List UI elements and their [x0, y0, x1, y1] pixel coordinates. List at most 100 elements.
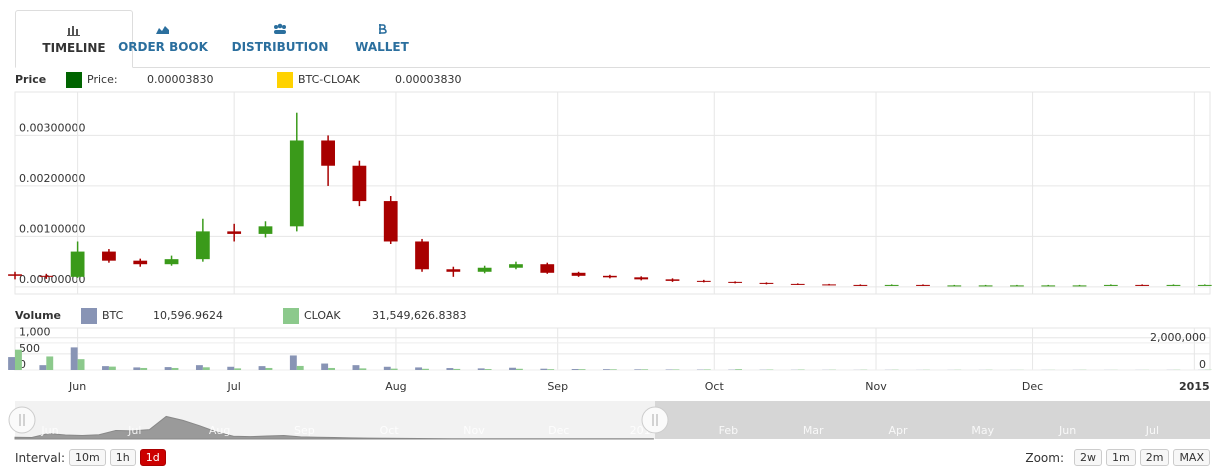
- tab-icon: [156, 26, 169, 34]
- candle-body: [696, 280, 711, 282]
- tab[interactable]: DISTRIBUTION: [230, 10, 330, 66]
- navigator-label: Nov: [463, 424, 485, 437]
- candle-body: [8, 274, 22, 276]
- candle-body: [1041, 285, 1056, 287]
- zoom-button[interactable]: 1m: [1106, 449, 1136, 466]
- volume-bar: [8, 357, 15, 370]
- volume-bar: [140, 367, 148, 370]
- tab[interactable]: WALLET: [350, 10, 414, 66]
- legend-label: BTC-CLOAK: [298, 73, 361, 86]
- legend-value: 31,549,626.8383: [372, 309, 466, 322]
- volume-bar: [202, 367, 210, 370]
- y-tick-label: 0.00100000: [19, 222, 85, 235]
- candle-body: [39, 275, 54, 277]
- legend-value: 0.00003830: [395, 73, 461, 86]
- candle-body: [884, 284, 899, 286]
- candle-body: [790, 283, 805, 285]
- volume-bar: [15, 349, 22, 370]
- volume-bar: [46, 356, 54, 370]
- volume-bar: [390, 368, 398, 370]
- navigator-label: Mar: [803, 424, 824, 437]
- volume-bar: [321, 363, 329, 370]
- zoom-bar: Zoom: 2w 1m 2m MAX: [1025, 449, 1210, 466]
- candle-body: [571, 272, 586, 276]
- candle-body: [352, 165, 367, 202]
- candle-body: [227, 231, 242, 234]
- candle-body: [603, 275, 617, 278]
- volume-bar: [672, 369, 680, 370]
- volume-bar: [234, 368, 242, 370]
- candle-body: [728, 281, 743, 283]
- candle-body: [978, 285, 993, 287]
- candle-body: [321, 140, 335, 166]
- navigator-handle[interactable]: [641, 406, 669, 434]
- candle-body: [916, 284, 930, 286]
- candle-body: [1197, 284, 1212, 286]
- candle-body: [759, 282, 774, 284]
- volume-bar: [70, 347, 78, 370]
- volume-bar: [540, 368, 548, 370]
- navigator-label: Jun: [40, 424, 58, 437]
- interval-button[interactable]: 1d: [139, 449, 166, 466]
- navigator-label: Jul: [127, 424, 141, 437]
- volume-bar: [328, 367, 335, 370]
- zoom-button[interactable]: MAX: [1173, 449, 1210, 466]
- candle-body: [1135, 284, 1150, 286]
- volume-bar: [265, 367, 273, 370]
- navigator-bg: [15, 401, 1210, 439]
- x-tick-label: Jul: [227, 380, 241, 393]
- y-tick-label: 1,000: [19, 326, 51, 339]
- legend-swatch: [283, 308, 299, 324]
- zoom-button[interactable]: 2w: [1074, 449, 1102, 466]
- tab[interactable]: ORDER BOOK: [115, 10, 211, 66]
- interval-button[interactable]: 1h: [109, 449, 136, 466]
- candle-body: [102, 251, 116, 261]
- volume-bar: [39, 365, 47, 370]
- tab-label: TIMELINE: [42, 41, 106, 55]
- volume-bar: [703, 369, 711, 370]
- candle-body: [1010, 285, 1024, 287]
- candle-body: [634, 277, 649, 280]
- volume-bar: [171, 367, 179, 370]
- navigator-label: Aug: [209, 424, 230, 437]
- zoom-button[interactable]: 2m: [1139, 449, 1170, 466]
- candle-body: [853, 284, 868, 286]
- x-tick-label: Aug: [385, 380, 406, 393]
- navigator-label: May: [971, 424, 994, 437]
- legend-swatch: [277, 72, 293, 88]
- candle-body: [1072, 285, 1087, 287]
- candle-body: [164, 259, 179, 265]
- tab[interactable]: TIMELINE: [15, 10, 133, 68]
- y-tick-label: 0: [19, 358, 26, 371]
- candle-body: [415, 241, 429, 270]
- y-tick-label: 0.00000000: [19, 273, 85, 286]
- tab-bar: TIMELINE ORDER BOOK DISTRIBUTION WALLET: [15, 10, 1210, 68]
- y2-tick-label: 2,000,000: [1150, 331, 1206, 344]
- interval-bar: Interval: 10m 1h 1d: [15, 449, 166, 466]
- volume-bar: [609, 369, 617, 370]
- navigator-handle[interactable]: [8, 406, 36, 434]
- tab-icon: [67, 26, 80, 36]
- volume-bar: [77, 359, 85, 370]
- x-tick-label: 2015: [1179, 380, 1210, 393]
- legend-swatch: [66, 72, 82, 88]
- volume-bar: [453, 368, 461, 370]
- volume-bar: [258, 366, 266, 370]
- candle-body: [195, 231, 210, 260]
- volume-bar: [289, 355, 297, 370]
- volume-bar: [509, 367, 516, 370]
- volume-bar: [484, 369, 492, 370]
- volume-bar: [195, 365, 203, 370]
- y2-tick-label: 0: [1199, 358, 1206, 371]
- volume-bar: [422, 368, 429, 370]
- volume-bar: [634, 369, 642, 370]
- navigator-label: Jun: [1058, 424, 1076, 437]
- navigator-label: Feb: [719, 424, 738, 437]
- candle-body: [258, 226, 273, 234]
- y-tick-label: 0.00200000: [19, 172, 85, 185]
- interval-button[interactable]: 10m: [69, 449, 106, 466]
- zoom-label: Zoom:: [1025, 450, 1064, 465]
- volume-bar: [352, 365, 360, 370]
- x-tick-label: Dec: [1022, 380, 1043, 393]
